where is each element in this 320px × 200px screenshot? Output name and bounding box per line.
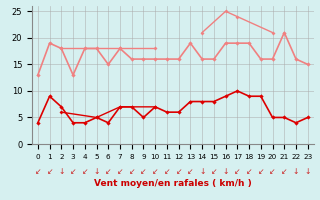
Text: ↙: ↙: [152, 167, 158, 176]
Text: ↓: ↓: [222, 167, 229, 176]
Text: ↙: ↙: [187, 167, 194, 176]
Text: ↓: ↓: [293, 167, 299, 176]
Text: ↙: ↙: [46, 167, 53, 176]
Text: ↓: ↓: [93, 167, 100, 176]
Text: ↓: ↓: [199, 167, 205, 176]
Text: ↙: ↙: [140, 167, 147, 176]
Text: ↙: ↙: [82, 167, 88, 176]
Text: ↙: ↙: [175, 167, 182, 176]
Text: ↙: ↙: [269, 167, 276, 176]
Text: ↙: ↙: [105, 167, 111, 176]
Text: ↙: ↙: [35, 167, 41, 176]
Text: ↙: ↙: [129, 167, 135, 176]
Text: ↙: ↙: [70, 167, 76, 176]
Text: ↙: ↙: [211, 167, 217, 176]
Text: ↙: ↙: [258, 167, 264, 176]
Text: ↙: ↙: [246, 167, 252, 176]
Text: ↙: ↙: [281, 167, 287, 176]
Text: ↙: ↙: [117, 167, 123, 176]
Text: ↓: ↓: [305, 167, 311, 176]
Text: ↙: ↙: [164, 167, 170, 176]
Text: ↙: ↙: [234, 167, 241, 176]
Text: ↓: ↓: [58, 167, 65, 176]
X-axis label: Vent moyen/en rafales ( km/h ): Vent moyen/en rafales ( km/h ): [94, 179, 252, 188]
